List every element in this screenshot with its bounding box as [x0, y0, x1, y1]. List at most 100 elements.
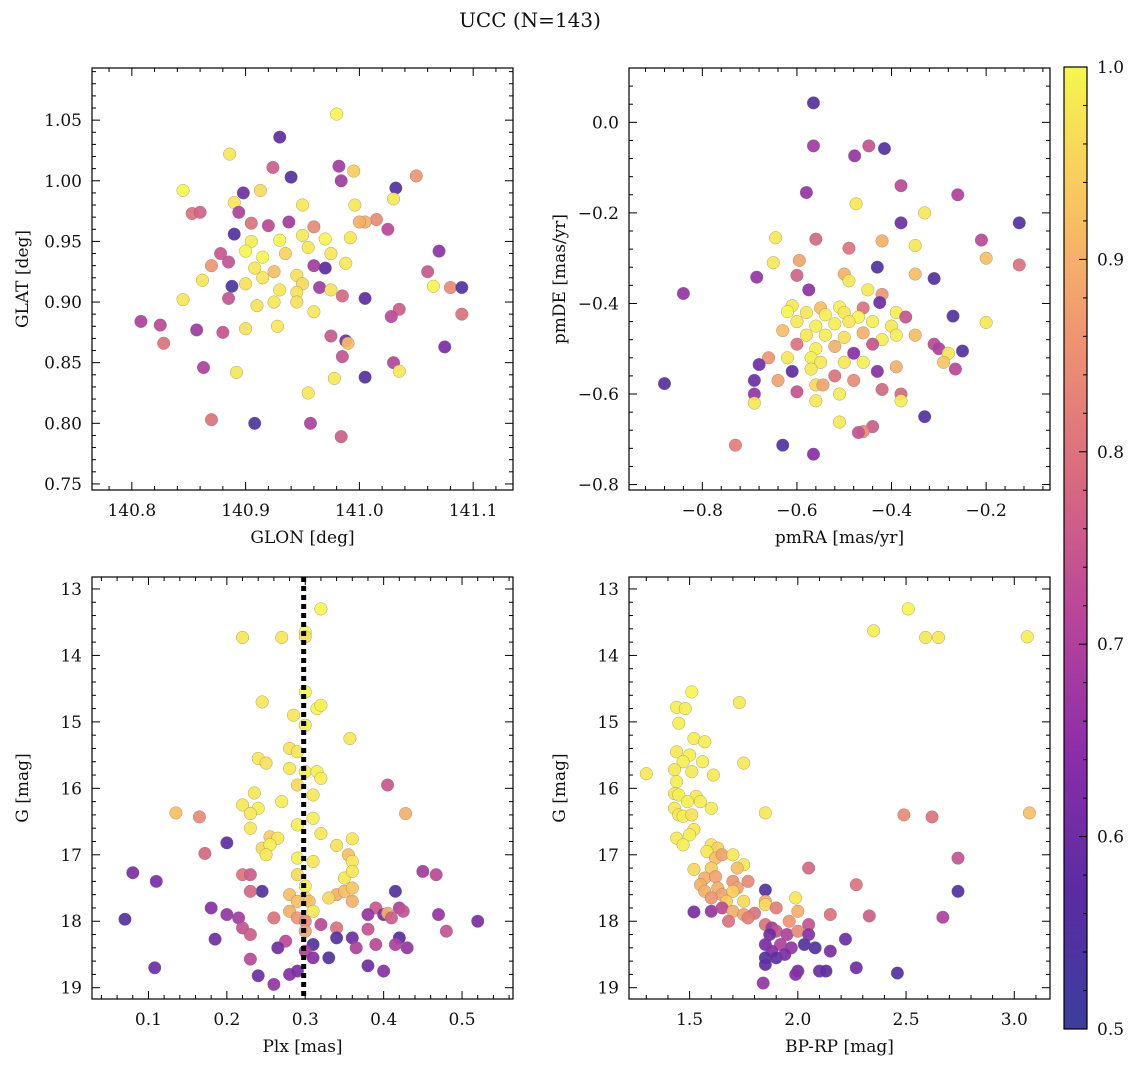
- data-point: [951, 884, 965, 898]
- data-point: [195, 273, 209, 287]
- data-point: [335, 289, 349, 303]
- data-point: [426, 279, 440, 293]
- data-point: [250, 299, 264, 313]
- data-point: [327, 371, 341, 385]
- data-point: [737, 894, 751, 908]
- x-tick-label: 140.8: [107, 501, 156, 521]
- data-point: [789, 891, 803, 905]
- data-point: [899, 310, 913, 324]
- data-point: [687, 905, 701, 919]
- data-point: [324, 329, 338, 343]
- y-tick-label: −0.6: [578, 385, 619, 405]
- data-point: [809, 232, 823, 246]
- x-axis-label: BP-RP [mag]: [785, 1037, 894, 1057]
- data-point: [255, 695, 269, 709]
- x-tick-label: 0.3: [292, 1010, 319, 1030]
- data-point: [979, 251, 993, 265]
- data-point: [301, 240, 315, 255]
- data-point: [802, 283, 816, 297]
- data-point: [157, 336, 171, 350]
- data-point: [862, 909, 876, 923]
- y-tick-label: −0.4: [578, 294, 619, 314]
- y-tick-label: 13: [597, 580, 619, 600]
- data-point: [785, 364, 799, 378]
- data-point: [335, 350, 349, 364]
- data-point: [790, 337, 804, 351]
- data-point: [322, 951, 336, 965]
- data-point: [1012, 258, 1026, 272]
- data-point: [676, 755, 690, 769]
- data-point: [409, 169, 423, 183]
- data-point: [267, 911, 281, 925]
- data-point: [894, 216, 908, 230]
- data-point: [861, 283, 875, 297]
- data-point: [766, 256, 780, 270]
- panel-cmd: 1.5 2.0 2.5 3.0 13 14 15 16 17 18 19 BP-RP [mag] G […: [550, 576, 1051, 1057]
- data-point: [204, 259, 219, 273]
- colorbar-tick-label: 0.6: [1097, 828, 1124, 848]
- data-point: [908, 328, 922, 342]
- data-point: [330, 838, 344, 853]
- data-point: [295, 198, 310, 212]
- data-point: [343, 731, 357, 746]
- data-point: [776, 438, 790, 452]
- data-point: [837, 330, 851, 344]
- data-point: [149, 874, 163, 888]
- data-point: [816, 378, 830, 392]
- data-point: [251, 969, 265, 983]
- data-point: [345, 894, 359, 908]
- data-point: [416, 864, 430, 878]
- y-tick-label: 15: [597, 713, 619, 733]
- data-point: [823, 908, 837, 922]
- data-point: [256, 271, 270, 285]
- data-point: [704, 801, 718, 815]
- data-point: [275, 630, 289, 645]
- data-point: [318, 232, 332, 246]
- data-point: [828, 369, 842, 383]
- data-point: [676, 838, 690, 852]
- data-point: [873, 295, 887, 310]
- data-point: [134, 314, 148, 328]
- data-point: [791, 904, 805, 918]
- points-sky: [134, 107, 469, 444]
- data-point: [670, 745, 684, 759]
- data-point: [223, 147, 237, 161]
- data-point: [809, 394, 823, 408]
- data-point: [814, 355, 828, 369]
- data-point: [866, 315, 880, 329]
- y-tick-label: 0.80: [44, 414, 82, 434]
- colorbar-gradient: [1063, 66, 1088, 1030]
- data-point: [752, 358, 766, 372]
- data-point: [301, 386, 315, 400]
- data-point: [676, 286, 690, 301]
- data-point: [345, 881, 359, 895]
- data-point: [384, 310, 398, 324]
- data-point: [832, 387, 847, 401]
- data-point: [799, 328, 813, 342]
- data-point: [386, 192, 401, 206]
- data-point: [176, 293, 190, 307]
- data-point: [747, 396, 761, 410]
- data-point: [314, 771, 328, 785]
- data-point: [314, 918, 328, 932]
- data-point: [266, 160, 280, 174]
- colorbar-tick-label: 1.0: [1097, 58, 1124, 78]
- data-point: [849, 878, 863, 892]
- y-tick-label: 15: [60, 713, 82, 733]
- data-point: [271, 941, 285, 955]
- data-point: [851, 425, 865, 440]
- y-tick-label: 1.05: [44, 111, 82, 131]
- data-point: [190, 323, 204, 337]
- data-point: [672, 716, 686, 730]
- data-point: [848, 149, 862, 163]
- data-point: [261, 219, 275, 233]
- data-point: [307, 220, 321, 234]
- y-tick-label: 19: [597, 979, 619, 999]
- data-point: [216, 325, 230, 339]
- data-point: [832, 415, 847, 429]
- x-tick-label: 3.0: [1001, 1010, 1028, 1030]
- data-point: [867, 624, 881, 638]
- x-tick-label: −0.2: [965, 501, 1006, 521]
- data-point: [890, 966, 904, 980]
- data-point: [951, 851, 965, 865]
